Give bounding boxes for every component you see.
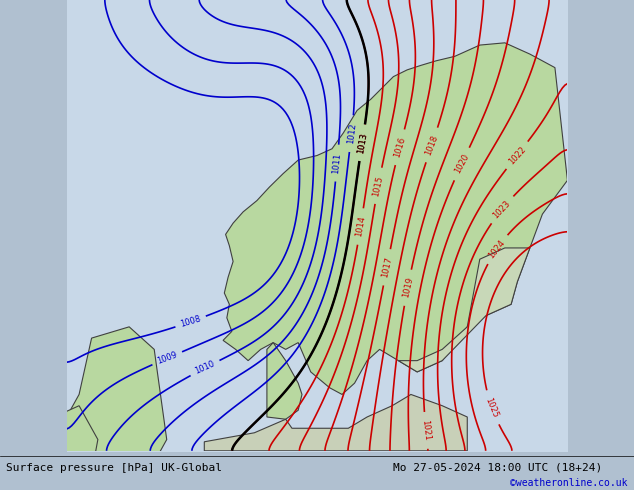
Text: 1022: 1022 bbox=[507, 145, 527, 166]
Text: 1017: 1017 bbox=[380, 256, 394, 279]
Text: 1023: 1023 bbox=[491, 198, 512, 220]
Text: 1013: 1013 bbox=[356, 131, 368, 154]
Polygon shape bbox=[36, 406, 98, 485]
Text: Mo 27-05-2024 18:00 UTC (18+24): Mo 27-05-2024 18:00 UTC (18+24) bbox=[393, 463, 602, 473]
Text: 1018: 1018 bbox=[424, 133, 440, 156]
Polygon shape bbox=[223, 43, 567, 394]
Text: 1024: 1024 bbox=[487, 238, 507, 260]
Text: 1025: 1025 bbox=[484, 396, 500, 419]
Polygon shape bbox=[398, 248, 530, 372]
Text: 1015: 1015 bbox=[372, 174, 385, 197]
Text: Surface pressure [hPa] UK-Global: Surface pressure [hPa] UK-Global bbox=[6, 463, 223, 473]
Polygon shape bbox=[267, 343, 302, 419]
Text: 1011: 1011 bbox=[332, 152, 343, 174]
Text: 1019: 1019 bbox=[401, 276, 415, 299]
Text: 1021: 1021 bbox=[420, 419, 432, 441]
Polygon shape bbox=[204, 394, 467, 451]
Text: 1013: 1013 bbox=[356, 131, 368, 154]
Text: ©weatheronline.co.uk: ©weatheronline.co.uk bbox=[510, 478, 628, 488]
Text: 1014: 1014 bbox=[354, 216, 367, 238]
Text: 1016: 1016 bbox=[392, 136, 407, 159]
Text: 1020: 1020 bbox=[453, 152, 470, 175]
Text: 1010: 1010 bbox=[193, 360, 216, 376]
Polygon shape bbox=[67, 327, 167, 490]
Text: 1009: 1009 bbox=[156, 350, 179, 366]
Text: 1012: 1012 bbox=[346, 122, 358, 145]
Text: 1008: 1008 bbox=[179, 314, 202, 329]
